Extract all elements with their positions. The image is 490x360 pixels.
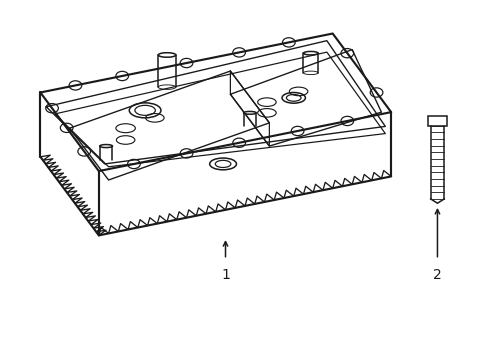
Text: 2: 2	[433, 267, 442, 282]
Text: 1: 1	[221, 267, 230, 282]
Bar	[428, 116, 447, 126]
